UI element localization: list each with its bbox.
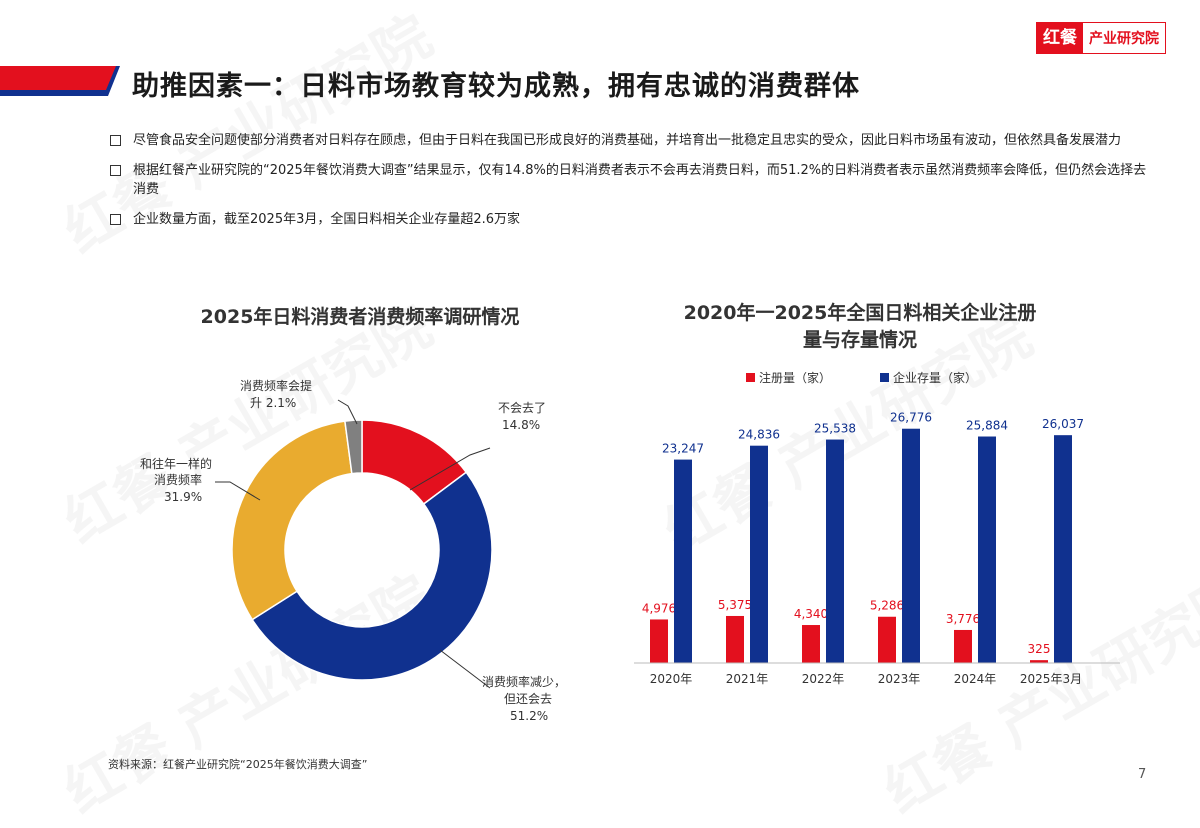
x-tick-label: 2024年 — [954, 672, 997, 686]
legend: 注册量（家） 企业存量（家） — [746, 370, 977, 385]
square-bullet-icon — [110, 165, 121, 176]
data-label-stock: 26,776 — [890, 411, 932, 425]
bar-stock — [750, 445, 768, 663]
bar-chart: 注册量（家） 企业存量（家） 4,976 23,247 2020年 5,375 24,8… — [634, 370, 1120, 686]
bullet-list: 尽管食品安全问题使部分消费者对日料存在顾虑，但由于日料在我国已形成良好的消费基础… — [110, 131, 1150, 240]
brand-logo: 红餐 产业研究院 — [1036, 22, 1166, 54]
data-label-registered: 325 — [1028, 642, 1051, 656]
bar-chart-title-line: 量与存量情况 — [802, 329, 917, 351]
source-note: 资料来源：红餐产业研究院“2025年餐饮消费大调查” — [108, 758, 368, 771]
x-tick-label: 2023年 — [878, 672, 921, 686]
bullet-item: 企业数量方面，截至2025年3月，全国日料相关企业存量超2.6万家 — [110, 210, 1150, 229]
x-tick-label: 2025年3月 — [1020, 672, 1082, 686]
bar-stock — [1054, 435, 1072, 663]
data-label-registered: 5,286 — [870, 599, 904, 613]
donut-slice — [251, 471, 493, 681]
page-title: 助推因素一：日料市场教育较为成熟，拥有忠诚的消费群体 — [132, 71, 860, 102]
leader-line — [409, 447, 491, 491]
pie-label-no-more-pct: 14.8% — [502, 418, 540, 432]
pie-label-more: 消费频率会提 — [240, 378, 312, 393]
leader-line — [439, 649, 491, 689]
bar-stock — [826, 439, 844, 663]
x-tick-label: 2022年 — [802, 672, 845, 686]
legend-label-stock: 企业存量（家） — [893, 370, 977, 385]
donut-slice — [344, 419, 363, 475]
title-accent-bar — [0, 66, 120, 96]
pie-label-less-pct: 51.2% — [510, 709, 548, 723]
bar-registered — [650, 619, 668, 663]
bar-registered — [954, 629, 972, 663]
bar-registered — [726, 615, 744, 663]
pie-label-same-2: 消费频率 — [154, 472, 202, 487]
data-label-registered: 5,375 — [718, 598, 752, 612]
logo-text: 产业研究院 — [1089, 31, 1159, 47]
bar-registered — [878, 616, 896, 663]
pie-label-less-2: 但还会去 — [504, 692, 552, 706]
bar-stock — [674, 459, 692, 663]
square-bullet-icon — [110, 135, 121, 146]
bar-chart-title: 2020年一2025年全国日料相关企业注册 量与存量情况 — [630, 300, 1090, 354]
data-label-stock: 23,247 — [662, 442, 704, 456]
legend-label-registered: 注册量（家） — [759, 370, 831, 385]
pie-label-less: 消费频率减少， — [482, 674, 566, 689]
data-label-registered: 3,776 — [946, 612, 980, 626]
square-bullet-icon — [110, 214, 121, 225]
bar-stock — [978, 436, 996, 663]
data-label-stock: 25,538 — [814, 422, 856, 436]
leader-line — [337, 399, 358, 425]
pie-label-more-2: 升 2.1% — [250, 396, 296, 410]
legend-swatch-registered — [746, 373, 755, 382]
data-label-stock: 25,884 — [966, 419, 1008, 433]
legend-swatch-stock — [880, 373, 889, 382]
bullet-text: 根据红餐产业研究院的“2025年餐饮消费大调查”结果显示，仅有14.8%的日料消… — [133, 163, 1147, 197]
x-tick-label: 2021年 — [726, 672, 769, 686]
pie-label-no-more: 不会去了 — [498, 401, 546, 415]
bullet-text: 尽管食品安全问题使部分消费者对日料存在顾虑，但由于日料在我国已形成良好的消费基础… — [133, 133, 1122, 148]
bar-chart-title-line: 2020年一2025年全国日料相关企业注册 — [683, 302, 1037, 324]
data-label-registered: 4,340 — [794, 607, 828, 621]
donut-chart: 不会去了 14.8% 消费频率减少， 但还会去 51.2% 和往年一样的 消费频… — [140, 378, 566, 723]
bar-stock — [902, 428, 920, 663]
page-number: 7 — [1138, 767, 1147, 782]
donut-slice — [231, 420, 353, 621]
x-tick-label: 2020年 — [650, 672, 693, 686]
bullet-text: 企业数量方面，截至2025年3月，全国日料相关企业存量超2.6万家 — [133, 212, 521, 227]
leader-line — [215, 481, 261, 501]
bar-registered — [802, 625, 820, 663]
logo-mark: 红餐 — [1037, 23, 1083, 53]
bullet-item: 根据红餐产业研究院的“2025年餐饮消费大调查”结果显示，仅有14.8%的日料消… — [110, 161, 1150, 199]
pie-label-same: 和往年一样的 — [140, 456, 212, 471]
bar-registered — [1030, 660, 1048, 663]
bullet-item: 尽管食品安全问题使部分消费者对日料存在顾虑，但由于日料在我国已形成良好的消费基础… — [110, 131, 1150, 150]
data-label-stock: 26,037 — [1042, 417, 1084, 431]
data-label-registered: 4,976 — [642, 601, 676, 615]
donut-chart-title: 2025年日料消费者消费频率调研情况 — [200, 306, 520, 328]
data-label-stock: 24,836 — [738, 428, 780, 442]
pie-label-same-pct: 31.9% — [164, 490, 202, 504]
